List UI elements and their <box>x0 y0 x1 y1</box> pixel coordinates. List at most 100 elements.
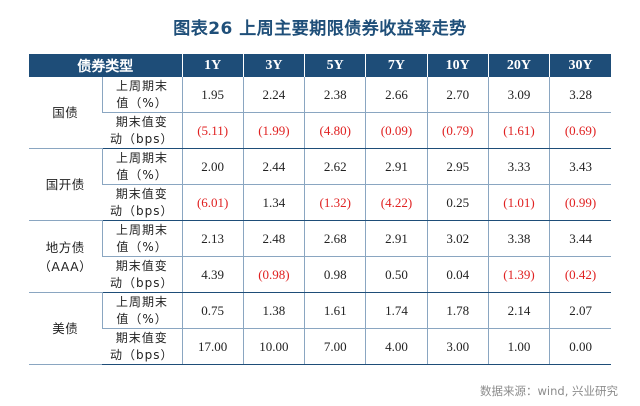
metric-label: 上周期末 <box>116 150 169 165</box>
value-cell: 3.00 <box>426 328 489 365</box>
header-tenor: 20Y <box>487 54 550 77</box>
metric-label: 上周期末 <box>116 78 169 93</box>
metric-cell: 上周期末值（%） <box>101 148 183 185</box>
value-cell: 0.04 <box>426 256 489 293</box>
table-row: 期末值变 动（bps） 17.00 10.00 7.00 4.00 3.00 1.00 0.00 <box>29 328 611 365</box>
bond-type-label: 地方债 <box>45 239 85 255</box>
value-cell: 3.28 <box>549 77 611 113</box>
value-cell: (4.80) <box>304 112 366 149</box>
value-cell: 1.74 <box>365 292 428 329</box>
metric-label: 值（%） <box>116 95 168 110</box>
metric-label: 期末值变 <box>115 186 168 201</box>
metric-cell: 期末值变动（bps） <box>102 112 183 149</box>
value-cell: 3.02 <box>426 220 489 257</box>
value-cell: 3.09 <box>487 77 550 113</box>
metric-cell: 上周期末 值（%） <box>101 220 183 257</box>
value-cell: 2.44 <box>242 148 305 185</box>
table-row: 期末值变 动（bps） (6.01) 1.34 (1.32) (4.22) 0.25 (1.0… <box>29 184 611 221</box>
header-bond-type: 债券类型 <box>29 54 183 77</box>
bond-type-cell: 地方债 （AAA） <box>29 220 103 293</box>
metric-label: 值（%） <box>116 167 168 182</box>
value-cell: 2.48 <box>242 220 305 257</box>
header-tenor: 5Y <box>304 54 366 77</box>
value-cell: (4.22) <box>365 184 428 221</box>
value-cell: 1.38 <box>242 292 305 329</box>
value-cell: (0.42) <box>549 256 611 293</box>
value-cell: 1.78 <box>426 292 489 329</box>
value-cell: 1.00 <box>487 328 550 365</box>
value-cell: (0.99) <box>549 184 611 221</box>
value-cell: (5.11) <box>181 112 244 149</box>
value-cell: 1.61 <box>304 292 366 329</box>
value-cell: 2.07 <box>549 292 611 329</box>
bond-type-label: 美债 <box>52 321 79 336</box>
value-cell: 1.95 <box>181 77 244 113</box>
value-cell: 2.00 <box>181 148 244 185</box>
value-cell: 4.00 <box>365 328 428 365</box>
value-cell: (1.01) <box>487 184 550 221</box>
value-cell: (0.69) <box>549 112 611 149</box>
table-row: 期末值变 动（bps） 4.39 (0.98) 0.98 0.50 0.04 (1.39) (0… <box>29 256 611 293</box>
value-cell: (1.32) <box>304 184 366 221</box>
value-cell: (1.99) <box>242 112 305 149</box>
value-cell: 10.00 <box>242 328 305 365</box>
metric-label: 动（bps） <box>110 203 174 218</box>
chart-title: 图表26 上周主要期限债券收益率走势 <box>173 19 467 39</box>
metric-cell: 上周期末 值（%） <box>101 292 183 329</box>
value-cell: 2.14 <box>487 292 550 329</box>
value-cell: 2.13 <box>181 220 244 257</box>
metric-cell: 期末值变 动（bps） <box>102 256 183 293</box>
value-cell: 2.95 <box>426 148 489 185</box>
value-cell: 3.38 <box>487 220 550 257</box>
value-cell: 1.34 <box>242 184 305 221</box>
bond-type-cell: 国债 <box>29 77 103 149</box>
value-cell: 2.91 <box>365 148 428 185</box>
bond-type-cell: 国开债 <box>29 148 103 221</box>
table-row: 地方债 （AAA） 上周期末 值（%） 2.13 2.48 2.68 2.91 3.02 3.38… <box>29 220 611 293</box>
value-cell: (6.01) <box>181 184 244 221</box>
value-cell: 0.25 <box>426 184 489 221</box>
value-cell: 2.24 <box>242 77 305 113</box>
value-cell: (0.79) <box>426 112 489 149</box>
value-cell: 2.62 <box>304 148 366 185</box>
header-tenor: 7Y <box>365 54 428 77</box>
data-source: 数据来源：wind, 兴业研究 <box>480 384 618 398</box>
value-cell: 3.33 <box>487 148 550 185</box>
header-tenor: 3Y <box>242 54 305 77</box>
value-cell: (0.98) <box>242 256 305 293</box>
bond-type-cell: 美债 <box>29 292 103 365</box>
table-row: 美债 上周期末 值（%） 0.75 1.38 1.61 1.74 1.78 2.14 2.07 <box>29 292 611 365</box>
bond-type-label: 国债 <box>52 105 79 120</box>
metric-label: 期末值变 <box>115 114 168 129</box>
metric-cell: 期末值变动（bps） <box>102 184 183 221</box>
metric-cell: 期末值变 动（bps） <box>102 328 183 365</box>
value-cell: 2.38 <box>304 77 366 113</box>
value-cell: (0.09) <box>365 112 428 149</box>
header-row: 债券类型 1Y 3Y 5Y 7Y 10Y 20Y 30Y <box>29 54 611 77</box>
value-cell: 3.44 <box>549 220 611 257</box>
value-cell: 4.39 <box>181 256 244 293</box>
bond-type-label: 国开债 <box>45 177 85 192</box>
value-cell: (1.61) <box>487 112 550 149</box>
table-row: 国债 上周期末 值（%） 1.95 2.24 2.38 2.66 2.70 3.09 3.28 <box>29 77 611 149</box>
header-tenor: 30Y <box>549 54 611 77</box>
value-cell: 0.98 <box>304 256 366 293</box>
value-cell: 0.50 <box>365 256 428 293</box>
metric-label: 值（%） <box>116 239 168 254</box>
value-cell: 7.00 <box>304 328 366 365</box>
bond-type-label: （AAA） <box>38 258 93 274</box>
value-cell: 2.68 <box>304 220 366 257</box>
value-cell: (1.39) <box>487 256 550 293</box>
metric-label: 动（bps） <box>110 131 174 146</box>
value-cell: 2.91 <box>365 220 428 257</box>
value-cell: 0.00 <box>549 328 611 365</box>
table-row: 国开债 上周期末 值（%） 2.00 2.44 2.62 2.91 2.95 3.33 3.43 <box>29 148 611 221</box>
yield-table: 债券类型 1Y 3Y 5Y 7Y 10Y 20Y 30Y 国债 上周期末 值（%） 1.95 2.2… <box>29 54 611 365</box>
metric-label: 上周期末 <box>116 294 169 309</box>
metric-label: 动（bps） <box>110 275 174 290</box>
value-cell: 2.70 <box>426 77 489 113</box>
metric-cell: 上周期末值（%） <box>101 77 183 113</box>
header-tenor: 10Y <box>426 54 489 77</box>
value-cell: 3.43 <box>549 148 611 185</box>
value-cell: 2.66 <box>365 77 428 113</box>
